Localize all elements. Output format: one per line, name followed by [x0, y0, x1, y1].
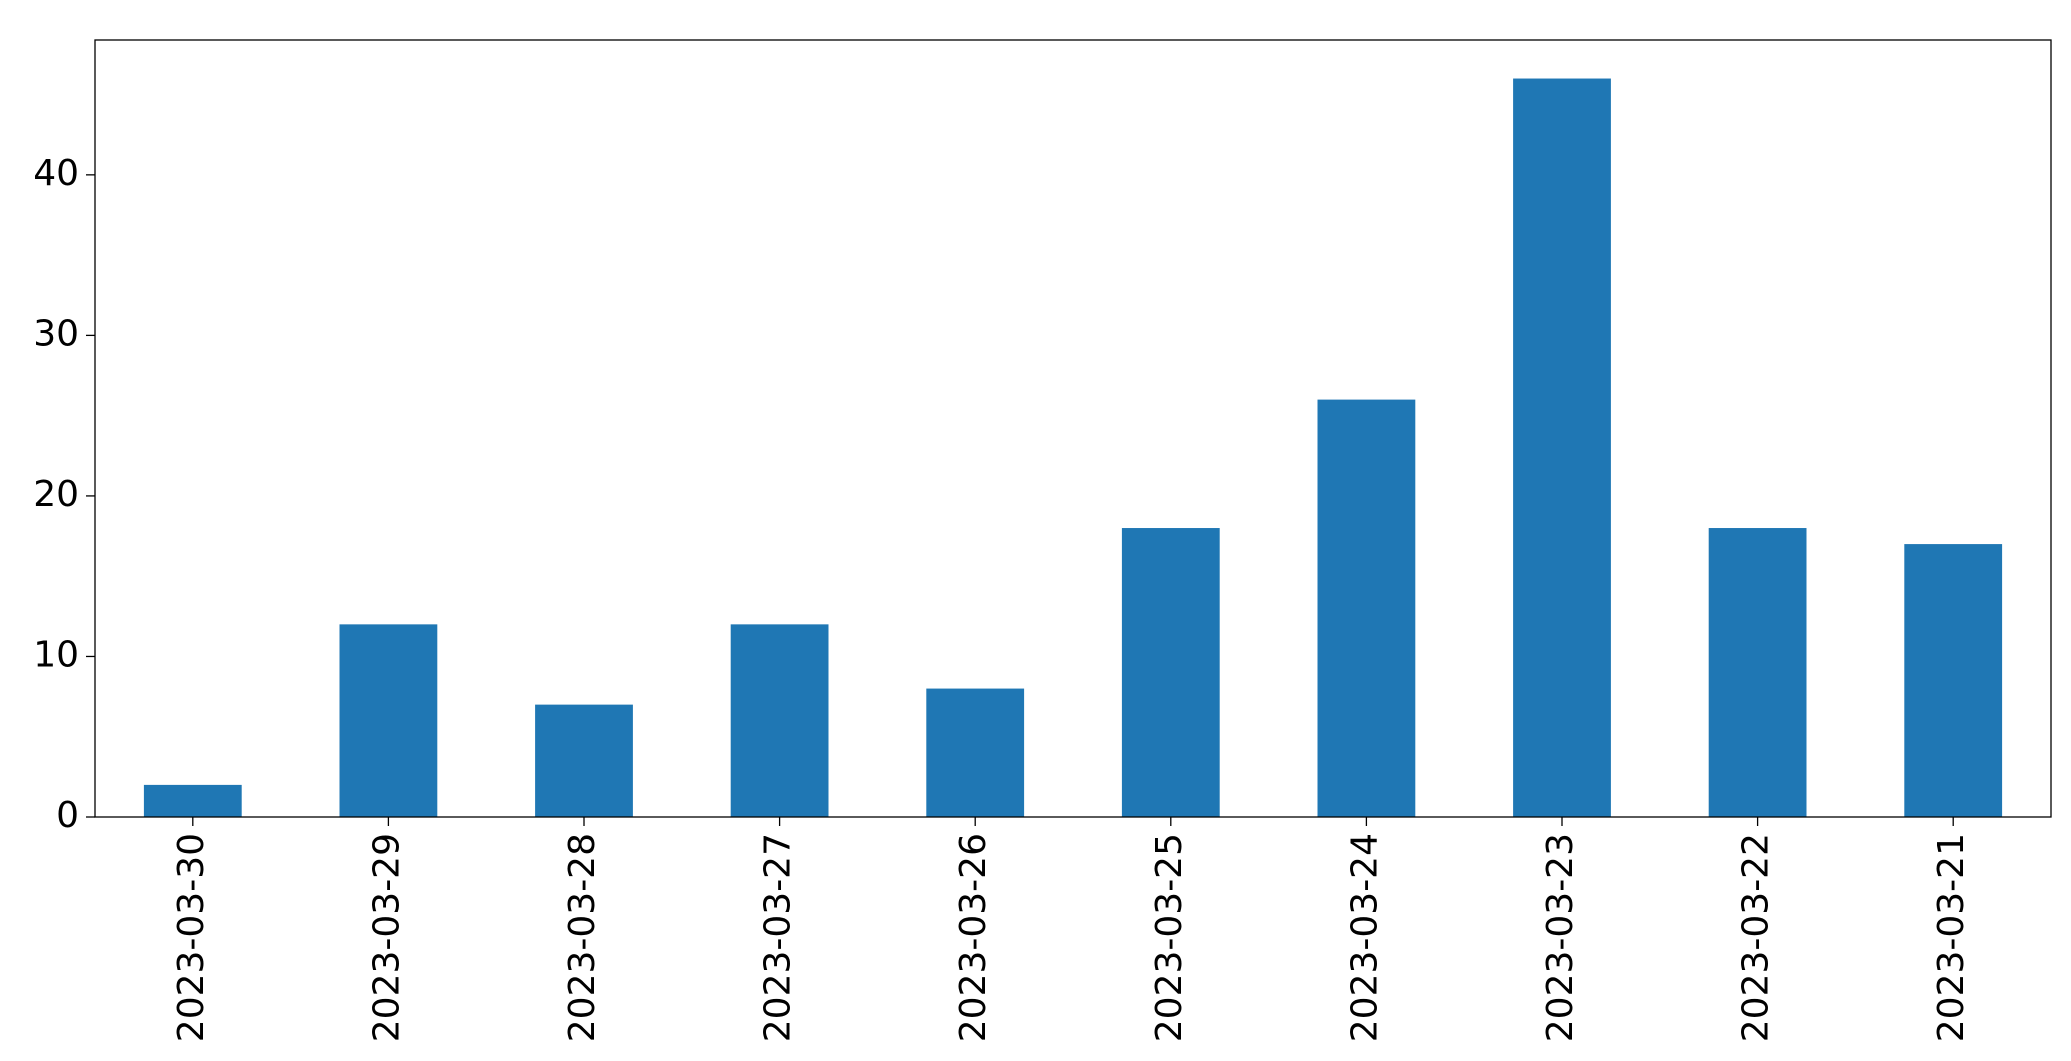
bar: [535, 704, 633, 817]
x-tick-label: 2023-03-29: [366, 833, 407, 1042]
x-tick-label: 2023-03-23: [1540, 833, 1581, 1042]
bar: [1121, 528, 1220, 817]
y-tick-label: 10: [33, 634, 79, 675]
y-tick-label: 30: [33, 313, 79, 354]
x-tick-label: 2023-03-27: [758, 833, 799, 1042]
x-tick-label: 2023-03-30: [171, 833, 212, 1042]
plot-frame: [94, 39, 2052, 818]
bar: [339, 624, 438, 817]
bar: [1317, 399, 1416, 817]
x-tick-label: 2023-03-22: [1736, 833, 1777, 1042]
bar: [1904, 544, 2003, 817]
y-tick-label: 0: [56, 795, 79, 836]
x-tick-label: 2023-03-25: [1149, 833, 1190, 1042]
x-tick-label: 2023-03-26: [953, 833, 994, 1042]
bar: [926, 688, 1025, 817]
y-tick-label: 40: [33, 153, 79, 194]
bar: [730, 624, 829, 817]
bar: [1708, 528, 1807, 817]
x-tick-label: 2023-03-21: [1931, 833, 1972, 1042]
x-tick-label: 2023-03-28: [562, 833, 603, 1042]
x-tick-label: 2023-03-24: [1344, 833, 1385, 1042]
bar: [143, 784, 242, 817]
y-tick-label: 20: [33, 474, 79, 515]
bar: [1513, 78, 1611, 817]
